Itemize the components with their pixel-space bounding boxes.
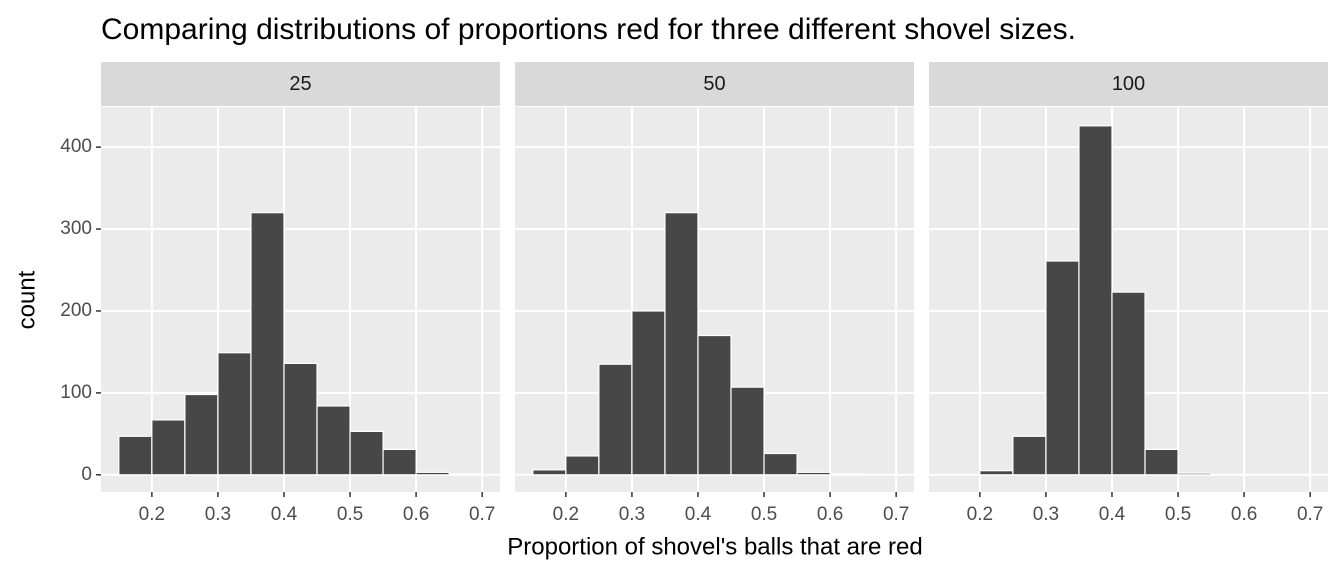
y-tick-label: 300 bbox=[60, 218, 92, 239]
x-tick-label: 0.4 bbox=[1099, 504, 1126, 525]
x-tick-label: 0.3 bbox=[205, 504, 231, 525]
x-tick-label: 0.3 bbox=[1033, 504, 1059, 525]
bar bbox=[730, 386, 765, 476]
x-tick-label: 0.7 bbox=[883, 504, 909, 525]
bar bbox=[382, 448, 417, 476]
bar bbox=[1078, 125, 1113, 476]
bar bbox=[565, 455, 600, 476]
bar bbox=[664, 212, 699, 476]
x-tick-label: 0.6 bbox=[817, 504, 843, 525]
chart-title: Comparing distributions of proportions r… bbox=[101, 13, 1076, 46]
y-tick-label: 400 bbox=[60, 136, 92, 157]
bar bbox=[217, 352, 252, 476]
bar bbox=[631, 310, 666, 476]
bar bbox=[316, 405, 351, 476]
y-axis-label: count bbox=[13, 270, 40, 329]
y-tick-label: 100 bbox=[60, 382, 92, 403]
bar bbox=[283, 362, 318, 476]
x-tick-label: 0.4 bbox=[271, 504, 298, 525]
bar bbox=[1045, 260, 1080, 476]
x-tick-label: 0.5 bbox=[751, 504, 777, 525]
x-tick-label: 0.2 bbox=[967, 504, 993, 525]
x-tick-label: 0.6 bbox=[403, 504, 429, 525]
x-tick-label: 0.5 bbox=[337, 504, 363, 525]
bar bbox=[1144, 448, 1179, 476]
bar bbox=[250, 212, 285, 476]
bar bbox=[1012, 435, 1047, 476]
bar bbox=[448, 473, 483, 476]
bar bbox=[979, 470, 1014, 476]
bar bbox=[349, 430, 384, 476]
y-tick-label: 0 bbox=[81, 464, 92, 485]
x-axis-label: Proportion of shovel's balls that are re… bbox=[507, 533, 922, 560]
strip-label: 100 bbox=[1112, 73, 1145, 95]
bar bbox=[796, 471, 831, 476]
bar bbox=[151, 419, 186, 476]
x-tick-label: 0.4 bbox=[685, 504, 712, 525]
x-tick-label: 0.2 bbox=[553, 504, 579, 525]
x-tick-label: 0.2 bbox=[139, 504, 165, 525]
bar bbox=[763, 452, 798, 476]
bar bbox=[415, 471, 450, 476]
strip bbox=[929, 62, 1328, 106]
y-tick-label: 200 bbox=[60, 300, 92, 321]
bar bbox=[118, 435, 153, 476]
x-tick-label: 0.3 bbox=[619, 504, 645, 525]
x-tick-label: 0.5 bbox=[1165, 504, 1191, 525]
bar bbox=[1177, 472, 1212, 476]
x-tick-label: 0.7 bbox=[469, 504, 495, 525]
bar bbox=[829, 473, 864, 476]
strip-label: 50 bbox=[703, 73, 725, 95]
bar bbox=[1111, 291, 1146, 476]
bar bbox=[532, 469, 567, 476]
x-tick-label: 0.6 bbox=[1231, 504, 1257, 525]
strip-label: 25 bbox=[289, 73, 311, 95]
bar bbox=[184, 393, 219, 476]
strip bbox=[515, 62, 914, 106]
x-tick-label: 0.7 bbox=[1297, 504, 1323, 525]
bar bbox=[598, 363, 633, 476]
strip bbox=[101, 62, 500, 106]
bar bbox=[697, 334, 732, 476]
